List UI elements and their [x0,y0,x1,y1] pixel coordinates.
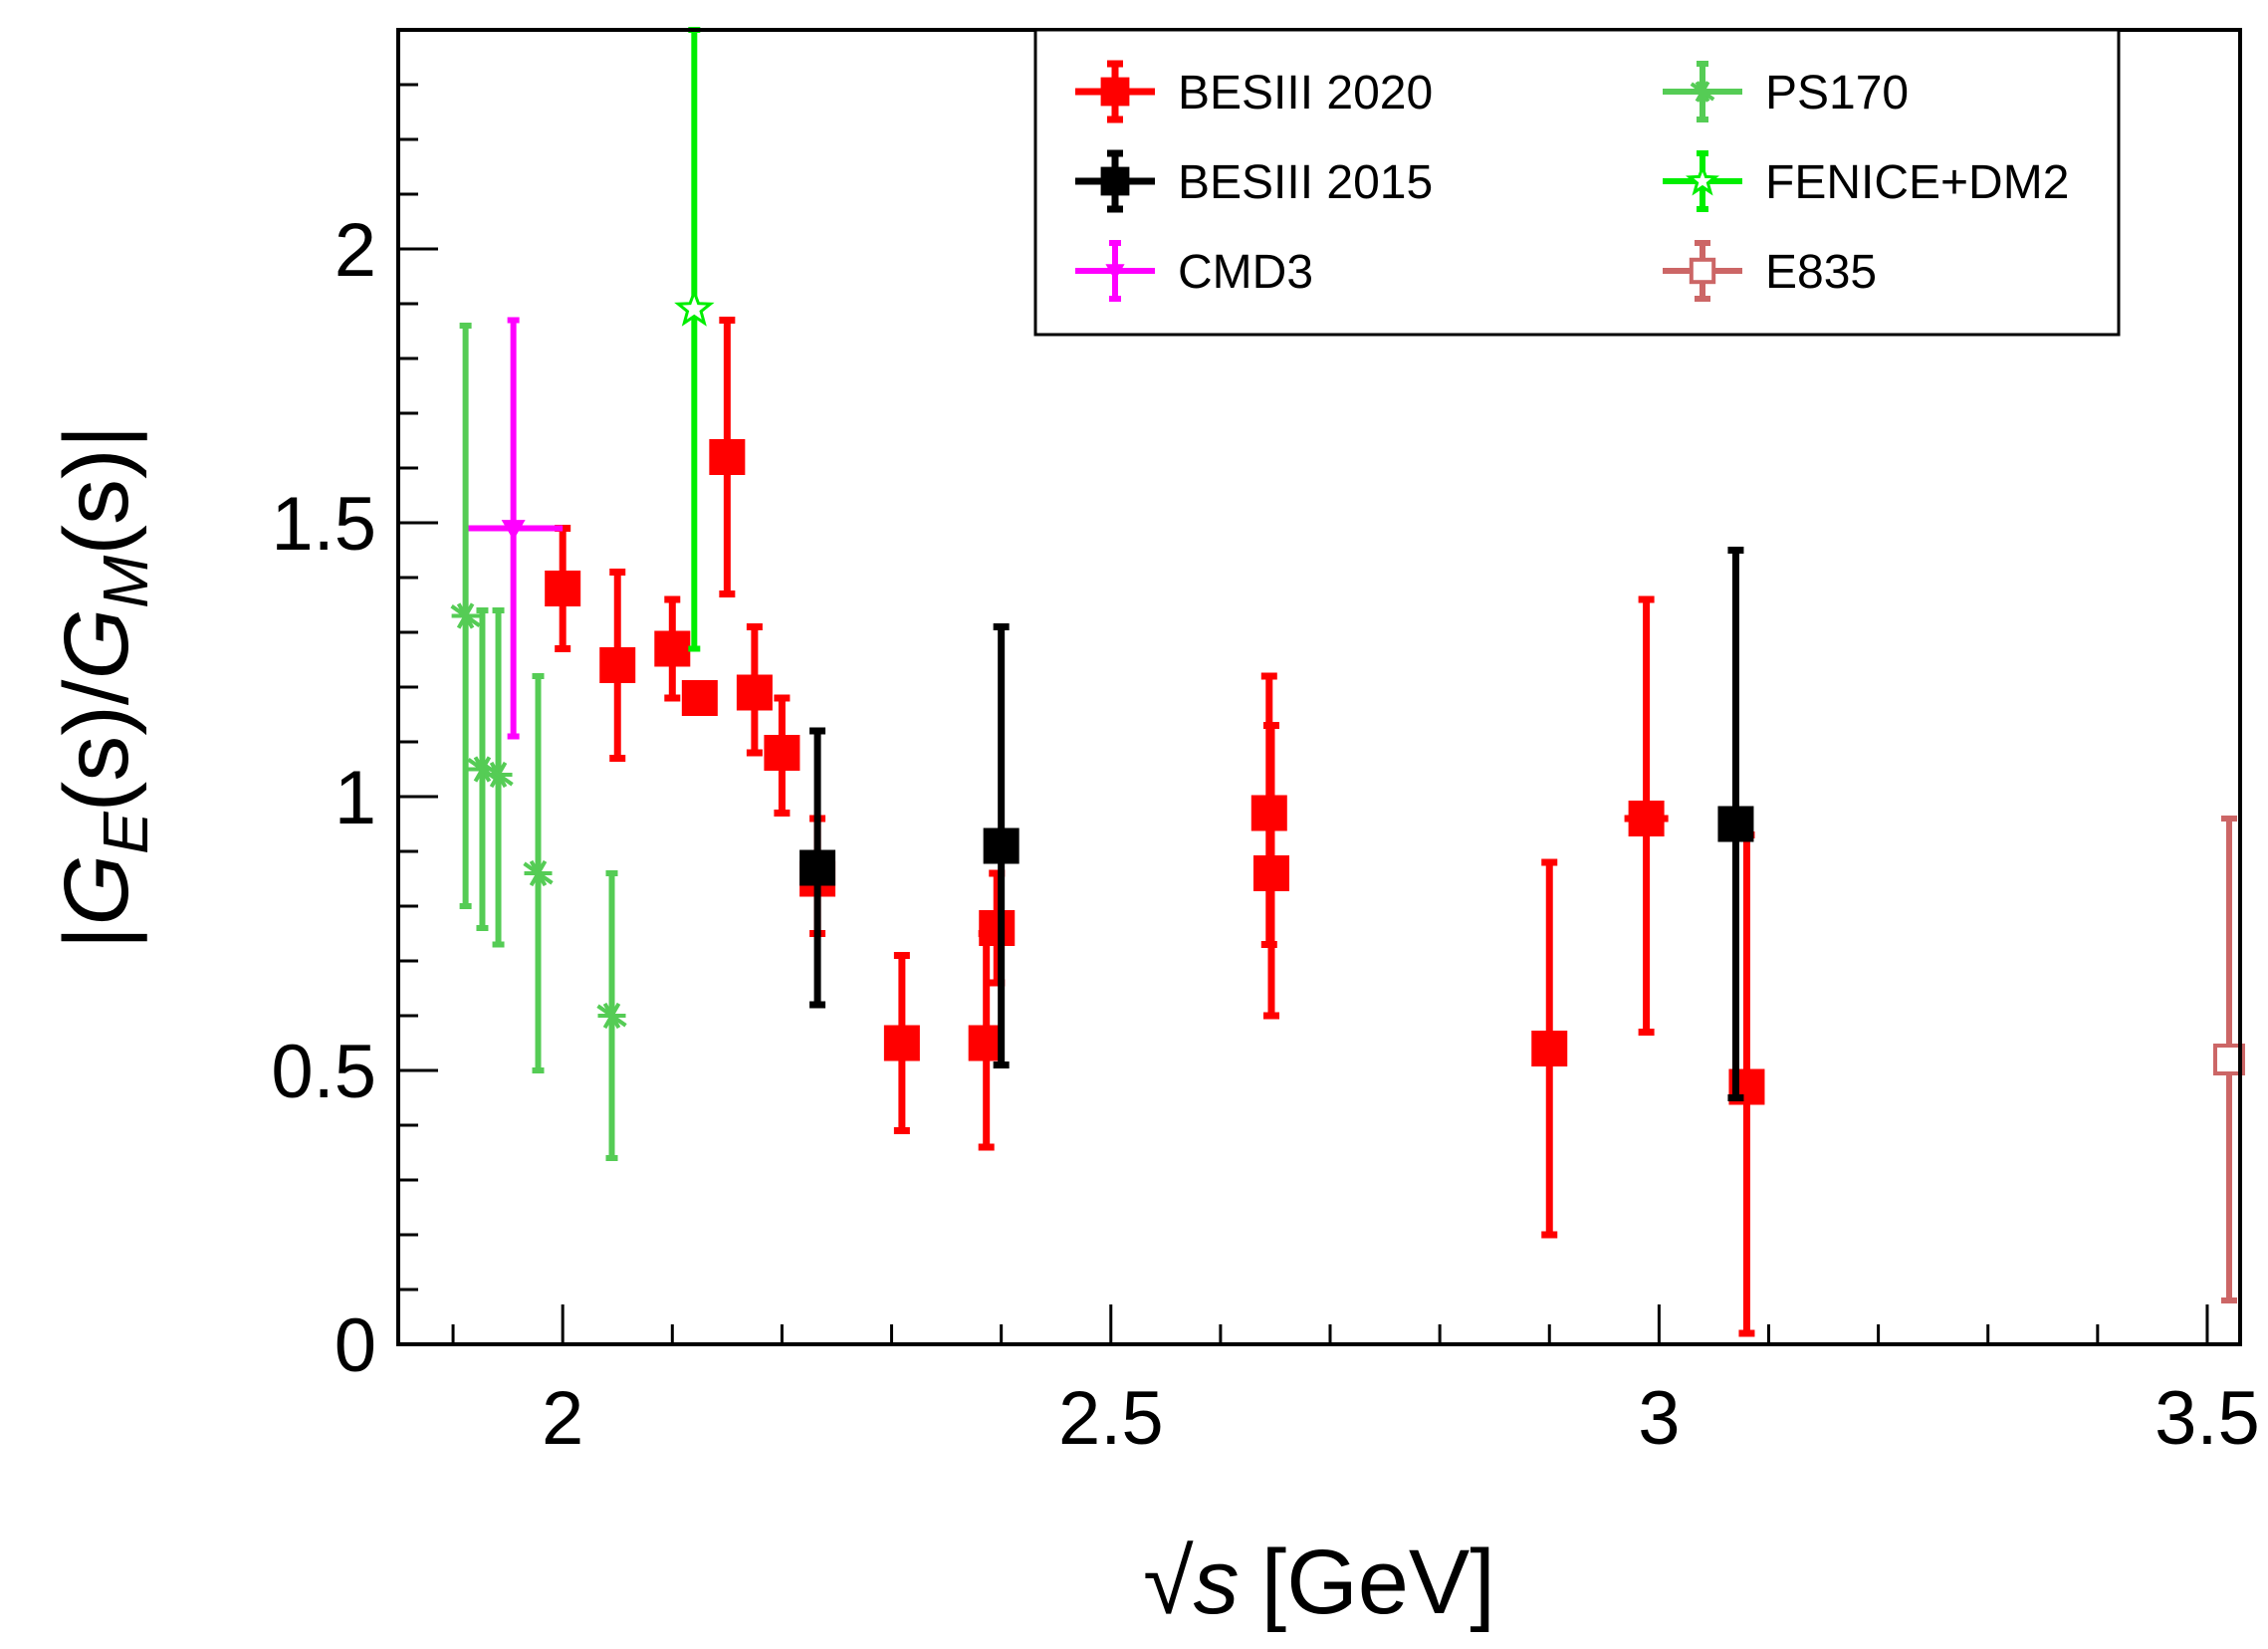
series-ps170 [450,323,627,1161]
legend-label: E835 [1765,246,1877,299]
data-point [799,727,836,1009]
ylabel-mid1: (s)/ [46,679,147,812]
y-tick-label: 2 [335,208,376,293]
data-point [1624,595,1669,1036]
legend-entries: BESIII 2020 PS170 BESIII 2015 FENICE+DM2 CMD… [1075,60,2069,302]
marker-filled-square [736,674,773,711]
marker-filled-square [709,439,746,475]
marker-filled-square [599,647,636,683]
data-point [681,680,718,716]
data-point [654,595,691,702]
data-point [1717,547,1754,1101]
marker-open-star [674,288,715,327]
x-tick-label: 2 [542,1376,583,1461]
star-stroke [523,861,554,885]
ylabel-g1: G [46,854,147,926]
marker-filled-square [1628,801,1665,836]
legend: BESIII 2020 PS170 BESIII 2015 FENICE+DM2 CMD… [1033,28,2121,337]
series-besiii-2020 [545,317,1765,1337]
data-point [1531,858,1568,1239]
data-point [674,27,715,652]
legend-marker [1690,81,1715,103]
marker-filled-square [681,680,718,716]
data-point [599,569,636,762]
data-point [983,623,1020,1068]
legend-marker [1105,264,1125,281]
data-point [545,525,581,652]
marker-filled-square [979,910,1016,946]
legend-label: PS170 [1765,67,1909,119]
y-tick-label: 1 [335,756,376,840]
star-stroke [596,1004,627,1028]
ylabel-g2: G [46,608,147,680]
tick-labels: 2 2.5 3 3.5 0 0.5 1 1.5 2 [271,208,2259,1461]
legend-entry-cmd3: CMD3 [1075,240,1313,302]
data-point [883,952,920,1134]
legend-marker [1689,257,1716,285]
x-tick-label: 2.5 [1058,1376,1164,1461]
marker-star [596,1002,627,1030]
data-point [1252,722,1289,1020]
marker-filled-square [1531,1031,1568,1066]
data-point [523,673,554,1073]
marker-triangle-down [501,520,526,541]
legend-entry-ps170: PS170 [1663,61,1909,122]
marker-filled-square [654,630,691,667]
marker-filled-square [1252,855,1289,891]
data-point [736,623,773,757]
series-cmd3 [464,317,564,740]
star-stroke [1690,82,1715,102]
ylabel-open: | [46,926,147,950]
star-stroke [483,763,514,787]
y-tick-label: 0.5 [271,1030,376,1114]
x-tick-label: 3.5 [2155,1376,2260,1461]
y-tick-label: 0 [335,1303,376,1388]
marker-filled-square [764,735,800,771]
marker-star [523,859,554,887]
legend-marker [1100,166,1130,196]
sqrt-symbol: √ [1143,1531,1194,1633]
legend-label: BESIII 2020 [1178,67,1433,119]
data-point [764,694,800,817]
marker-filled-square [1717,806,1754,842]
legend-marker [1100,77,1130,107]
x-tick-label: 3 [1638,1376,1680,1461]
legend-label: CMD3 [1178,246,1313,299]
legend-marker [1686,163,1719,196]
series-fenice-dm2 [674,27,715,652]
marker-filled-square [883,1025,920,1061]
data-point [709,317,746,597]
ylabel-end: (s)| [46,424,147,555]
plot-markers [450,27,2245,1337]
x-unit: [GeV] [1261,1531,1495,1633]
data-point [450,323,481,909]
data-point [483,607,514,948]
y-tick-label: 1.5 [271,482,376,567]
axis-ticks [398,28,2209,1346]
legend-label: FENICE+DM2 [1765,156,2069,209]
y-axis-title: |GE(s)/GM(s)| [46,424,161,949]
legend-entry-fenice-dm2: FENICE+DM2 [1663,150,2069,212]
series-besiii-2015 [799,547,1754,1101]
x-variable: s [1194,1531,1240,1633]
marker-filled-square [983,827,1020,864]
legend-label: BESIII 2015 [1178,156,1433,209]
data-point [464,317,564,740]
ylabel-sub2: M [90,555,161,608]
marker-star [483,761,514,789]
marker-filled-square [799,849,836,886]
x-axis-title: √s [GeV] [1143,1531,1495,1633]
marker-star [450,602,481,629]
legend-entry-e835: E835 [1663,240,1877,302]
star-stroke [450,604,481,627]
legend-entry-besiii-2020: BESIII 2020 [1075,60,1433,123]
legend-entry-besiii-2015: BESIII 2015 [1075,149,1433,213]
marker-filled-square [545,571,581,606]
ylabel-sub1: E [90,811,161,854]
data-point [596,870,627,1161]
legend-box [1033,28,2121,337]
